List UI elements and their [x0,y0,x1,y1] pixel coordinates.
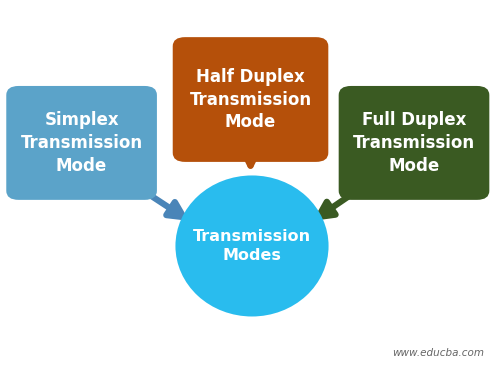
Text: Half Duplex
Transmission
Mode: Half Duplex Transmission Mode [190,68,311,131]
FancyBboxPatch shape [6,86,157,200]
FancyBboxPatch shape [173,37,328,162]
Text: Full Duplex
Transmission
Mode: Full Duplex Transmission Mode [353,111,475,175]
Text: Simplex
Transmission
Mode: Simplex Transmission Mode [21,111,143,175]
Ellipse shape [175,175,329,317]
Text: Transmission
Modes: Transmission Modes [193,228,311,263]
Text: www.educba.com: www.educba.com [392,348,484,358]
FancyBboxPatch shape [339,86,489,200]
